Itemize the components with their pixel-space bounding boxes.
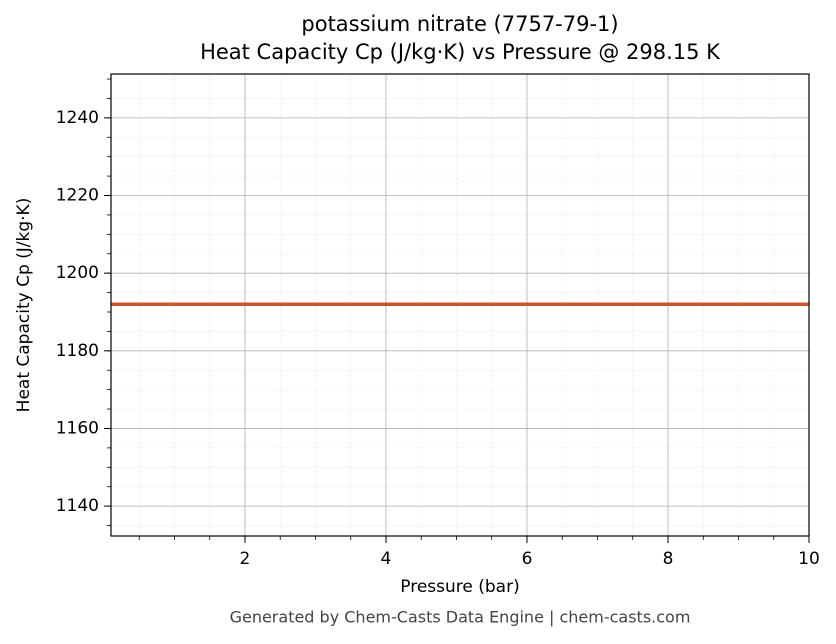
plot-frame bbox=[110, 73, 810, 537]
x-tick-label: 8 bbox=[663, 549, 674, 569]
x-axis-label: Pressure (bar) bbox=[400, 577, 519, 597]
chart-title: potassium nitrate (7757-79-1) bbox=[301, 12, 618, 36]
footer: Generated by Chem-Casts Data Engine | ch… bbox=[230, 608, 691, 627]
y-tick-label: 1160 bbox=[56, 418, 99, 438]
chart-subtitle: Heat Capacity Cp (J/kg·K) vs Pressure @ … bbox=[200, 40, 721, 64]
y-tick-label: 1220 bbox=[56, 186, 99, 206]
x-tick-label: 2 bbox=[240, 549, 251, 569]
y-tick-label: 1140 bbox=[56, 496, 99, 516]
x-tick-label: 6 bbox=[522, 549, 533, 569]
y-tick-label: 1200 bbox=[56, 263, 99, 283]
x-tick-label: 10 bbox=[798, 549, 820, 569]
y-tick-label: 1240 bbox=[56, 108, 99, 128]
x-tick-label: 4 bbox=[381, 549, 392, 569]
y-tick-label: 1180 bbox=[56, 341, 99, 361]
y-axis-label: Heat Capacity Cp (J/kg·K) bbox=[14, 198, 34, 413]
